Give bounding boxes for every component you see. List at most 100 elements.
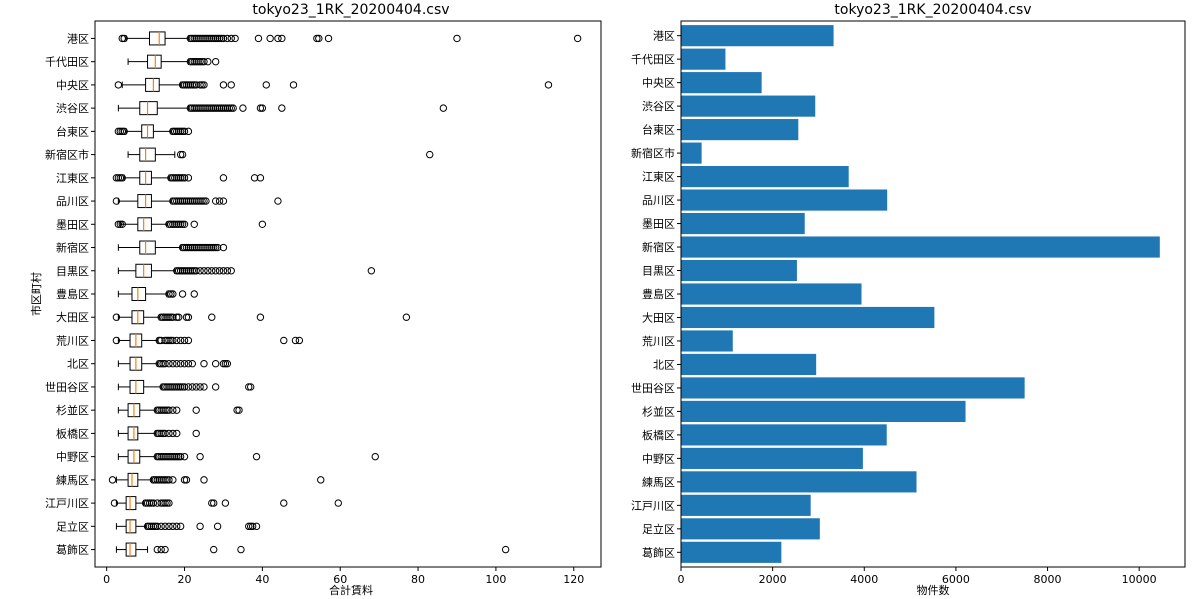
- outlier-point: [206, 34, 214, 43]
- y-tick-label: 杉並区: [642, 404, 675, 418]
- box-iqr: [137, 194, 152, 209]
- outlier-point: [145, 499, 154, 507]
- y-tick-label: 大田区: [56, 310, 89, 324]
- outlier-point: [289, 81, 298, 89]
- outlier-point: [163, 336, 171, 345]
- outlier-point: [161, 313, 169, 321]
- outlier-point: [262, 81, 270, 89]
- outlier-point: [190, 81, 198, 89]
- outlier-point: [173, 452, 181, 461]
- box-19: [108, 472, 325, 487]
- boxplot-frame: [94, 20, 602, 568]
- outlier-point: [245, 522, 253, 531]
- outlier-point: [371, 452, 379, 461]
- x-tick-label: 100: [485, 573, 506, 586]
- outlier-point: [176, 360, 185, 368]
- outlier-point: [250, 174, 259, 182]
- outlier-point: [184, 267, 193, 275]
- outlier-point: [165, 522, 173, 531]
- outlier-point: [161, 499, 169, 507]
- outlier-point: [143, 499, 152, 507]
- outlier-point: [165, 452, 173, 461]
- box-iqr: [125, 496, 137, 511]
- outlier-point: [248, 522, 257, 531]
- outlier-point: [192, 406, 200, 414]
- outlier-point: [167, 383, 175, 391]
- outlier-point: [153, 452, 161, 461]
- outlier-point: [143, 522, 152, 531]
- x-tick-label: 10000: [1122, 573, 1157, 586]
- outlier-point: [198, 34, 206, 43]
- outlier-point: [192, 57, 200, 66]
- outlier-point: [176, 336, 185, 345]
- outlier-point: [426, 150, 434, 159]
- outlier-point: [149, 476, 158, 484]
- y-tick-label: 墨田区: [56, 218, 89, 231]
- outlier-point: [274, 34, 282, 43]
- outlier-point: [213, 243, 222, 252]
- outlier-point: [198, 57, 206, 66]
- box-iqr: [148, 31, 166, 46]
- bar-21: [681, 518, 820, 540]
- outlier-point: [147, 522, 156, 531]
- y-tick-label: 足立区: [56, 519, 89, 533]
- outlier-point: [223, 104, 232, 112]
- outlier-point: [157, 313, 165, 321]
- outlier-point: [169, 429, 177, 438]
- outlier-point: [165, 406, 173, 414]
- outlier-point: [211, 267, 220, 275]
- outlier-point: [213, 522, 222, 531]
- bar-8: [681, 212, 805, 235]
- barchart-plot-area: [681, 25, 1160, 563]
- boxplot-ylabel: 市区町村: [29, 272, 43, 316]
- outlier-point: [180, 243, 189, 252]
- box-iqr: [139, 101, 158, 116]
- outlier-point: [219, 267, 228, 275]
- outlier-point: [174, 313, 183, 321]
- box-14: [117, 356, 232, 371]
- box-8: [114, 217, 267, 232]
- y-tick-label: 新宿区市: [45, 148, 89, 162]
- outlier-point: [116, 127, 125, 136]
- outlier-point: [169, 452, 177, 461]
- outlier-point: [227, 81, 235, 89]
- y-tick-label: 渋谷区: [642, 100, 675, 113]
- outlier-point: [190, 34, 198, 43]
- outlier-point: [163, 476, 171, 484]
- outlier-point: [157, 499, 165, 507]
- barchart-xlabel: 物件数: [917, 583, 950, 597]
- box-17: [117, 426, 200, 441]
- outlier-point: [114, 81, 123, 89]
- outlier-point: [155, 336, 163, 345]
- outlier-point: [194, 34, 202, 43]
- outlier-point: [573, 34, 582, 43]
- box-4: [114, 124, 193, 139]
- outlier-point: [163, 499, 171, 507]
- outlier-point: [110, 499, 119, 507]
- outlier-point: [211, 360, 220, 368]
- outlier-point: [188, 81, 197, 89]
- outlier-point: [157, 522, 165, 531]
- box-iqr: [131, 287, 147, 301]
- outlier-point: [280, 336, 288, 345]
- outlier-point: [190, 197, 198, 205]
- outlier-point: [120, 127, 128, 136]
- outlier-point: [112, 174, 121, 182]
- box-12: [112, 310, 411, 325]
- bar-2: [681, 72, 762, 94]
- outlier-point: [169, 197, 177, 205]
- boxplot-title: tokyo23_1RK_20200404.csv: [252, 2, 449, 18]
- box-10: [117, 263, 376, 278]
- outlier-point: [188, 360, 197, 368]
- outlier-point: [210, 499, 218, 507]
- outlier-point: [188, 104, 197, 112]
- barchart-axes: tokyo23_1RK_20200404.csv 物件数 港区千代田区中央区渋谷…: [631, 2, 1186, 597]
- box-15: [117, 379, 255, 394]
- outlier-point: [501, 545, 510, 554]
- box-1: [127, 54, 220, 69]
- outlier-point: [221, 104, 230, 112]
- outlier-point: [167, 220, 175, 228]
- y-tick-label: 江戸川区: [45, 497, 89, 510]
- boxplot-x-ticks: 0 20 40 60 80 100 120: [103, 567, 584, 586]
- outlier-point: [180, 476, 189, 484]
